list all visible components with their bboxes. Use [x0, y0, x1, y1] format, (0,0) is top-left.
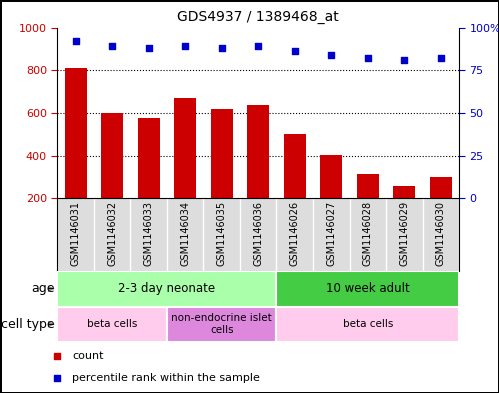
Text: beta cells: beta cells	[87, 319, 137, 329]
Text: beta cells: beta cells	[343, 319, 393, 329]
Bar	[211, 109, 233, 198]
Text: non-endocrine islet
cells: non-endocrine islet cells	[171, 314, 272, 335]
Bar	[57, 307, 167, 342]
Text: GSM1146036: GSM1146036	[253, 201, 263, 266]
Text: GSM1146029: GSM1146029	[399, 201, 409, 266]
Title: GDS4937 / 1389468_at: GDS4937 / 1389468_at	[177, 10, 339, 24]
Point	[327, 52, 335, 58]
Text: GSM1146030: GSM1146030	[436, 201, 446, 266]
Point	[72, 38, 80, 44]
Point	[364, 55, 372, 61]
Point	[254, 43, 262, 50]
Text: 2-3 day neonate: 2-3 day neonate	[118, 282, 216, 296]
Point	[145, 45, 153, 51]
Bar	[393, 186, 415, 198]
Text: GSM1146026: GSM1146026	[290, 201, 300, 266]
Point	[400, 57, 408, 63]
Point	[291, 48, 299, 55]
Bar	[320, 155, 342, 198]
Bar	[57, 271, 276, 307]
Point	[437, 55, 445, 61]
Bar	[248, 105, 269, 198]
Text: count: count	[72, 351, 104, 361]
Point	[181, 43, 189, 50]
Bar	[138, 118, 160, 198]
Text: GSM1146031: GSM1146031	[71, 201, 81, 266]
Text: cell type: cell type	[1, 318, 55, 331]
Text: 10 week adult: 10 week adult	[326, 282, 410, 296]
Bar	[284, 134, 306, 198]
Text: GSM1146032: GSM1146032	[107, 201, 117, 266]
Bar	[430, 177, 452, 198]
Bar	[65, 68, 87, 198]
Text: GSM1146035: GSM1146035	[217, 201, 227, 266]
Bar	[357, 174, 379, 198]
Text: age: age	[31, 282, 55, 296]
Text: GSM1146033: GSM1146033	[144, 201, 154, 266]
Bar	[167, 307, 276, 342]
Point	[218, 45, 226, 51]
Text: GSM1146028: GSM1146028	[363, 201, 373, 266]
Bar	[276, 271, 459, 307]
Point	[108, 43, 116, 50]
Bar	[276, 307, 459, 342]
Bar	[101, 113, 123, 198]
Text: percentile rank within the sample: percentile rank within the sample	[72, 373, 260, 383]
Text: GSM1146034: GSM1146034	[180, 201, 190, 266]
Text: GSM1146027: GSM1146027	[326, 201, 336, 266]
Bar	[174, 97, 196, 198]
